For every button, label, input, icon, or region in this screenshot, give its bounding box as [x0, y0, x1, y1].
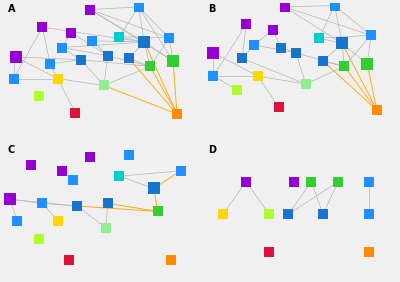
- Point: [251, 43, 257, 47]
- Point: [366, 179, 372, 184]
- Point: [168, 258, 174, 263]
- Point: [103, 225, 109, 230]
- Point: [339, 41, 345, 46]
- Point: [302, 82, 309, 86]
- Point: [266, 212, 272, 216]
- Point: [243, 22, 249, 27]
- Point: [6, 197, 13, 202]
- Point: [174, 112, 180, 116]
- Point: [170, 59, 176, 63]
- Point: [135, 5, 142, 9]
- Point: [14, 219, 21, 223]
- Point: [74, 204, 80, 208]
- Point: [166, 36, 172, 40]
- Point: [178, 169, 184, 173]
- Point: [151, 186, 157, 191]
- Point: [291, 179, 297, 184]
- Point: [78, 58, 84, 62]
- Point: [116, 174, 122, 179]
- Point: [28, 163, 34, 168]
- Point: [243, 179, 249, 184]
- Point: [55, 219, 61, 223]
- Point: [72, 110, 78, 115]
- Point: [278, 45, 284, 50]
- Text: B: B: [208, 4, 215, 14]
- Point: [320, 59, 326, 63]
- Point: [58, 45, 65, 50]
- Point: [70, 178, 76, 182]
- Point: [39, 25, 46, 29]
- Point: [58, 169, 65, 173]
- Point: [233, 87, 240, 92]
- Point: [316, 36, 322, 40]
- Point: [366, 250, 372, 254]
- Point: [147, 64, 153, 69]
- Point: [66, 258, 72, 263]
- Point: [276, 105, 282, 109]
- Point: [270, 28, 276, 32]
- Text: D: D: [208, 145, 216, 155]
- Point: [116, 34, 122, 39]
- Point: [239, 56, 246, 61]
- Point: [39, 201, 46, 206]
- Point: [368, 33, 374, 38]
- Point: [104, 201, 111, 206]
- Point: [68, 30, 74, 35]
- Point: [154, 209, 161, 214]
- Point: [87, 155, 94, 160]
- Point: [331, 3, 338, 8]
- Point: [89, 39, 96, 43]
- Point: [281, 5, 288, 9]
- Point: [87, 7, 94, 12]
- Point: [341, 64, 347, 69]
- Point: [308, 179, 315, 184]
- Point: [101, 83, 107, 88]
- Point: [293, 51, 299, 55]
- Point: [210, 51, 217, 55]
- Point: [126, 56, 132, 61]
- Point: [364, 61, 370, 66]
- Point: [210, 74, 217, 78]
- Point: [35, 236, 42, 241]
- Point: [220, 212, 226, 216]
- Point: [126, 152, 132, 157]
- Point: [104, 53, 111, 58]
- Point: [320, 212, 326, 216]
- Point: [12, 55, 19, 59]
- Point: [10, 76, 17, 81]
- Point: [266, 250, 272, 254]
- Text: C: C: [8, 145, 15, 155]
- Point: [335, 179, 342, 184]
- Point: [374, 108, 380, 112]
- Text: A: A: [8, 4, 15, 14]
- Point: [366, 212, 372, 216]
- Point: [55, 76, 61, 81]
- Point: [285, 212, 292, 216]
- Point: [35, 94, 42, 98]
- Point: [47, 61, 53, 66]
- Point: [254, 74, 261, 78]
- Point: [141, 40, 148, 44]
